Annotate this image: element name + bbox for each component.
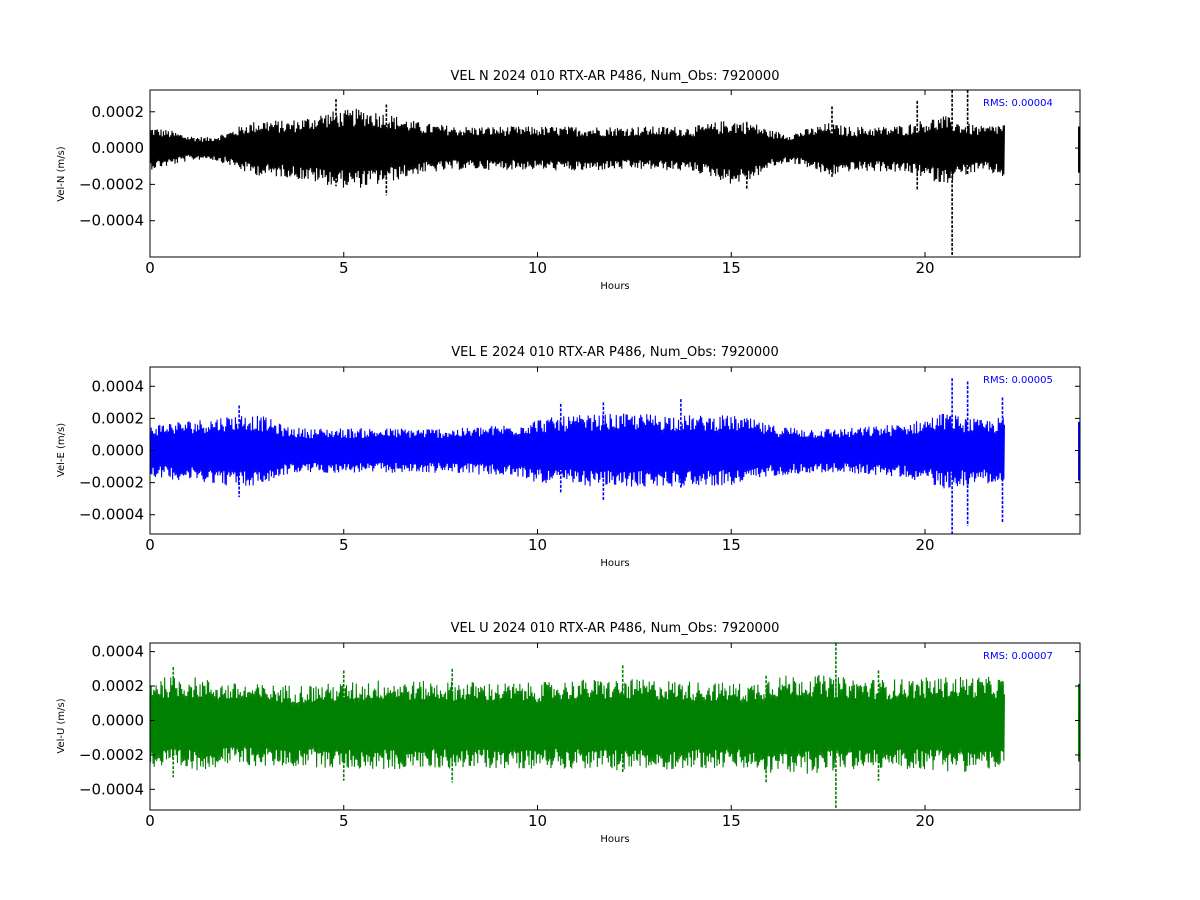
velocity-up-panel: VEL U 2024 010 RTX-AR P486, Num_Obs: 792… — [56, 621, 1081, 845]
y-axis-label: Vel-E (m/s) — [56, 423, 67, 477]
x-tick-label: 10 — [528, 259, 547, 277]
x-tick-label: 20 — [915, 536, 934, 554]
x-tick-label: 10 — [528, 812, 547, 830]
series-line — [150, 413, 1005, 489]
plot-area: 0 5 10 15 20 −0.0004 −0.0002 0.0000 0.0002 — [79, 89, 1081, 277]
y-tick-label: −0.0004 — [79, 780, 144, 798]
y-tick-label: 0.0002 — [92, 677, 145, 695]
y-tick-label: −0.0002 — [79, 474, 144, 492]
x-axis-label: Hours — [600, 558, 629, 569]
x-tick-label: 15 — [722, 812, 741, 830]
chart-title: VEL N 2024 010 RTX-AR P486, Num_Obs: 792… — [451, 69, 780, 84]
rms-annotation: RMS: 0.00005 — [983, 375, 1053, 386]
x-tick-label: 20 — [915, 812, 934, 830]
x-tick-label: 5 — [339, 812, 349, 830]
rms-annotation: RMS: 0.00004 — [983, 98, 1053, 109]
y-tick-label: −0.0004 — [79, 212, 144, 230]
x-axis-label: Hours — [600, 281, 629, 292]
y-tick-label: 0.0000 — [92, 442, 145, 460]
y-axis-label: Vel-U (m/s) — [56, 698, 67, 753]
y-tick-label: 0.0002 — [92, 409, 145, 427]
chart-title: VEL U 2024 010 RTX-AR P486, Num_Obs: 792… — [451, 621, 780, 636]
plot-area: 0 5 10 15 20 −0.0004 −0.0002 0.0000 0.0002 0.0004 — [79, 642, 1081, 830]
x-tick-label: 15 — [722, 536, 741, 554]
series-trace — [150, 643, 1080, 810]
axes-frame — [149, 642, 1081, 811]
y-tick-label: 0.0004 — [92, 643, 145, 661]
x-tick-label: 10 — [528, 536, 547, 554]
x-tick-label: 5 — [339, 259, 349, 277]
velocity-east-panel: VEL E 2024 010 RTX-AR P486, Num_Obs: 792… — [56, 345, 1081, 569]
x-tick-label: 0 — [145, 812, 155, 830]
series-trace — [150, 90, 1080, 257]
rms-annotation: RMS: 0.00007 — [983, 651, 1053, 662]
plot-area: 0 5 10 15 20 −0.0004 −0.0002 0.0000 0.0002 0.0004 — [79, 366, 1081, 554]
velocity-north-panel: VEL N 2024 010 RTX-AR P486, Num_Obs: 792… — [56, 69, 1081, 292]
y-tick-label: 0.0004 — [92, 377, 145, 395]
y-tick-label: 0.0002 — [92, 103, 145, 121]
chart-title: VEL E 2024 010 RTX-AR P486, Num_Obs: 792… — [451, 345, 778, 360]
series-line — [150, 675, 1005, 774]
x-tick-label: 0 — [145, 259, 155, 277]
y-axis-label: Vel-N (m/s) — [56, 146, 67, 201]
x-tick-label: 0 — [145, 536, 155, 554]
y-tick-label: 0.0000 — [92, 711, 145, 729]
y-tick-label: −0.0002 — [79, 746, 144, 764]
series-trace — [150, 378, 1080, 534]
y-tick-label: −0.0002 — [79, 175, 144, 193]
x-tick-label: 15 — [722, 259, 741, 277]
axes-frame — [149, 89, 1081, 258]
x-axis-label: Hours — [600, 834, 629, 845]
y-tick-label: 0.0000 — [92, 139, 145, 157]
x-tick-label: 5 — [339, 536, 349, 554]
y-tick-label: −0.0004 — [79, 506, 144, 524]
x-tick-label: 20 — [915, 259, 934, 277]
series-line — [150, 108, 1005, 188]
